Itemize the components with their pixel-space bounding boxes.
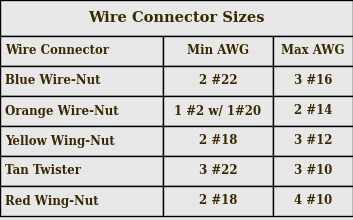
- Text: Red Wing-Nut: Red Wing-Nut: [5, 194, 98, 207]
- Text: Orange Wire-Nut: Orange Wire-Nut: [5, 104, 119, 117]
- Text: 2 #22: 2 #22: [199, 75, 237, 88]
- Bar: [0, 126, 163, 156]
- Bar: [163, 96, 273, 126]
- Text: Tan Twister: Tan Twister: [5, 165, 81, 178]
- Text: 1 #2 w/ 1#20: 1 #2 w/ 1#20: [174, 104, 262, 117]
- Bar: [0, 156, 163, 186]
- Bar: [0, 186, 163, 216]
- Text: 2 #18: 2 #18: [199, 134, 237, 147]
- Bar: [273, 156, 353, 186]
- Text: 3 #22: 3 #22: [199, 165, 237, 178]
- Text: Yellow Wing-Nut: Yellow Wing-Nut: [5, 134, 115, 147]
- Text: 2 #14: 2 #14: [294, 104, 332, 117]
- Text: Max AWG: Max AWG: [281, 44, 345, 57]
- Text: 3 #10: 3 #10: [294, 165, 332, 178]
- Text: Wire Connector: Wire Connector: [5, 44, 109, 57]
- Text: 4 #10: 4 #10: [294, 194, 332, 207]
- Bar: [0, 96, 163, 126]
- Bar: [0, 36, 163, 66]
- Bar: [273, 96, 353, 126]
- Bar: [273, 126, 353, 156]
- Bar: [163, 186, 273, 216]
- Bar: [0, 66, 163, 96]
- Text: 3 #12: 3 #12: [294, 134, 332, 147]
- Text: 2 #18: 2 #18: [199, 194, 237, 207]
- Bar: [0, 0, 353, 36]
- Bar: [163, 156, 273, 186]
- Bar: [273, 36, 353, 66]
- Text: Blue Wire-Nut: Blue Wire-Nut: [5, 75, 101, 88]
- Bar: [163, 36, 273, 66]
- Bar: [163, 66, 273, 96]
- Bar: [163, 126, 273, 156]
- Text: 3 #16: 3 #16: [294, 75, 332, 88]
- Text: Wire Connector Sizes: Wire Connector Sizes: [88, 11, 265, 25]
- Bar: [273, 66, 353, 96]
- Bar: [273, 186, 353, 216]
- Text: Min AWG: Min AWG: [187, 44, 249, 57]
